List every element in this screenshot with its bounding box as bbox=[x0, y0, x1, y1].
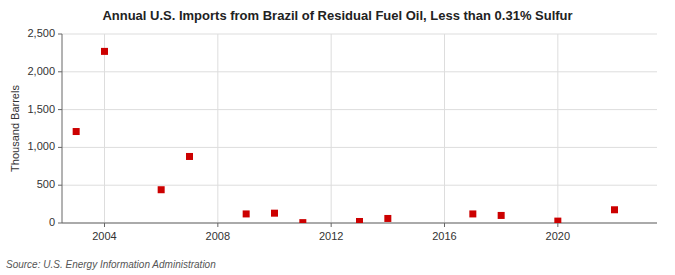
axes: 0 500 1,000 1,500 2,000 2,500 2004 2008 2012 2016… bbox=[27, 27, 657, 242]
point bbox=[469, 210, 476, 217]
tick-mark bbox=[557, 223, 558, 227]
chart: 0 500 1,000 1,500 2,000 2,500 2004 2008 2012 2016… bbox=[0, 0, 675, 275]
tick-mark bbox=[58, 223, 62, 224]
point bbox=[158, 186, 165, 193]
tick-label: 2012 bbox=[319, 230, 343, 242]
grid-line bbox=[104, 34, 105, 223]
tick-mark bbox=[331, 223, 332, 227]
tick-mark bbox=[58, 109, 62, 110]
point bbox=[186, 153, 193, 160]
point bbox=[554, 218, 561, 223]
grid-line bbox=[62, 109, 657, 110]
y-axis-line bbox=[62, 34, 63, 223]
tick-mark bbox=[58, 71, 62, 72]
tick-mark bbox=[58, 147, 62, 148]
point bbox=[243, 210, 250, 217]
grid-line bbox=[62, 147, 657, 148]
tick-mark bbox=[104, 223, 105, 227]
tick-mark bbox=[58, 34, 62, 35]
point bbox=[384, 215, 391, 222]
tick-label: 500 bbox=[37, 178, 55, 190]
tick-label: 0 bbox=[49, 216, 55, 228]
tick-label: 2,500 bbox=[27, 27, 55, 39]
point bbox=[498, 212, 505, 219]
grid-line bbox=[62, 185, 657, 186]
tick-label: 2020 bbox=[546, 230, 570, 242]
y-axis-label: Thousand Barrels bbox=[9, 85, 21, 172]
point bbox=[299, 219, 306, 223]
tick-label: 1,500 bbox=[27, 103, 55, 115]
grid-line bbox=[62, 71, 657, 72]
point bbox=[356, 218, 363, 223]
tick-mark bbox=[58, 185, 62, 186]
tick-label: 1,000 bbox=[27, 140, 55, 152]
point bbox=[101, 48, 108, 55]
data-points bbox=[73, 48, 618, 223]
grid-line bbox=[217, 34, 218, 223]
grid-line bbox=[331, 34, 332, 223]
point bbox=[73, 128, 80, 135]
tick-label: 2008 bbox=[206, 230, 230, 242]
grid bbox=[62, 34, 657, 223]
tick-label: 2,000 bbox=[27, 65, 55, 77]
source-note: Source: U.S. Energy Information Administ… bbox=[6, 259, 216, 270]
point bbox=[611, 206, 618, 213]
grid-line bbox=[444, 34, 445, 223]
title: Annual U.S. Imports from Brazil of Resid… bbox=[102, 8, 572, 23]
tick-mark bbox=[444, 223, 445, 227]
tick-mark bbox=[217, 223, 218, 227]
tick-label: 2016 bbox=[432, 230, 456, 242]
tick-label: 2004 bbox=[92, 230, 116, 242]
grid-line bbox=[557, 34, 558, 223]
point bbox=[271, 210, 278, 217]
grid-line bbox=[62, 34, 657, 35]
